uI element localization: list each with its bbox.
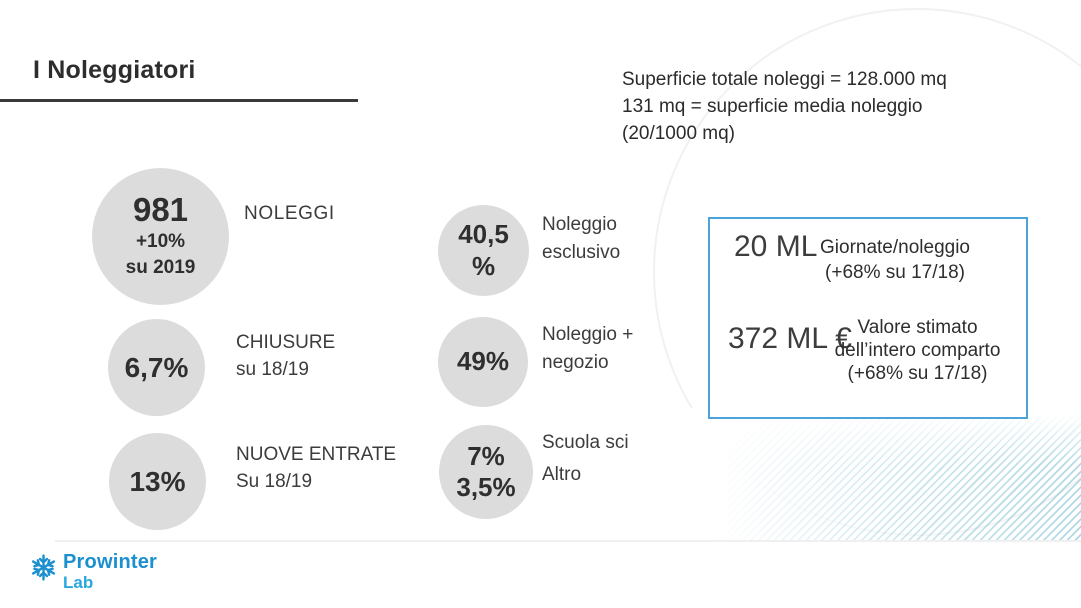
stat-label-noleggio-negozio: Noleggio + negozio <box>542 321 633 377</box>
stat-label-altro: Altro <box>542 461 581 488</box>
stat-subvalue: +10% <box>135 231 186 253</box>
summary-box: 20 ML Giornate/noleggio (+68% su 17/18) … <box>708 217 1028 419</box>
stat-circle-noleggi: 981 +10% su 2019 <box>92 168 229 305</box>
stat-value-line: 40,5 <box>458 219 509 250</box>
logo-sub: Lab <box>63 573 94 592</box>
stat-circle-noleggio-esclusivo: 40,5 % <box>438 205 529 296</box>
surface-note: Superficie totale noleggi = 128.000 mq 1… <box>622 66 947 147</box>
stat-value: 981 <box>132 191 189 229</box>
stat-label-line: NUOVE ENTRATE <box>236 444 397 465</box>
surface-note-line: Superficie totale noleggi = 128.000 mq <box>622 69 947 90</box>
stat-label-noleggio-esclusivo: Noleggio esclusivo <box>542 211 620 267</box>
summary-value-giornate: 20 ML <box>734 230 818 263</box>
stat-label-line: NOLEGGI <box>244 203 335 224</box>
summary-desc-line: (+68% su 17/18) <box>825 262 965 283</box>
stat-circle-nuove-entrate: 13% <box>109 433 206 530</box>
stat-value-line: % <box>471 250 496 281</box>
stat-value-line: 49% <box>456 346 510 377</box>
stat-label-nuove-entrate: NUOVE ENTRATE Su 18/19 <box>236 441 396 495</box>
summary-value-comparto: 372 ML € <box>728 322 852 355</box>
summary-desc-line: Valore stimato <box>857 317 978 338</box>
summary-desc-comparto: Valore stimato dell’intero comparto (+68… <box>820 316 1015 385</box>
summary-desc-giornate: Giornate/noleggio (+68% su 17/18) <box>805 235 985 285</box>
stat-subvalue: su 2019 <box>125 256 196 278</box>
page-title: I Noleggiatori <box>33 56 196 84</box>
stat-label-scuola-sci: Scuola sci <box>542 429 629 456</box>
summary-desc-line: dell’intero comparto <box>834 340 1001 361</box>
stat-value-line: 3,5% <box>456 472 516 502</box>
stat-circle-chiusure: 6,7% <box>108 319 205 416</box>
stat-value-line: 7% <box>467 440 505 471</box>
summary-desc-line: (+68% su 17/18) <box>847 363 988 384</box>
stat-label-line: Noleggio + <box>542 324 634 345</box>
stat-label-line: Altro <box>542 464 582 485</box>
stat-label-line: su 18/19 <box>236 359 309 380</box>
logo-name: Prowinter <box>63 551 158 573</box>
stat-label-chiusure: CHIUSURE su 18/19 <box>236 329 335 383</box>
stat-circle-scuola-altro: 7% 3,5% <box>439 425 533 519</box>
stat-label-line: Su 18/19 <box>236 471 313 492</box>
stat-label-line: Noleggio <box>542 214 617 235</box>
stat-label-line: esclusivo <box>542 242 621 263</box>
snowflake-icon <box>31 554 56 581</box>
stat-circle-noleggio-negozio: 49% <box>438 317 528 407</box>
stat-label-noleggi: NOLEGGI <box>244 200 335 227</box>
surface-note-line: 131 mq = superficie media noleggio <box>622 96 923 117</box>
faint-divider-line <box>55 540 1081 542</box>
title-underline <box>0 99 358 102</box>
stat-label-line: CHIUSURE <box>236 332 336 353</box>
summary-desc-line: Giornate/noleggio <box>820 237 970 258</box>
stat-value: 6,7% <box>124 351 189 383</box>
stat-label-line: Scuola sci <box>542 432 629 453</box>
stat-value: 13% <box>129 465 186 497</box>
prowinter-logo: Prowinter Lab <box>30 552 157 592</box>
halftone-pattern-decoration <box>652 408 1081 541</box>
stat-label-line: negozio <box>542 352 609 373</box>
surface-note-line: (20/1000 mq) <box>622 123 736 144</box>
